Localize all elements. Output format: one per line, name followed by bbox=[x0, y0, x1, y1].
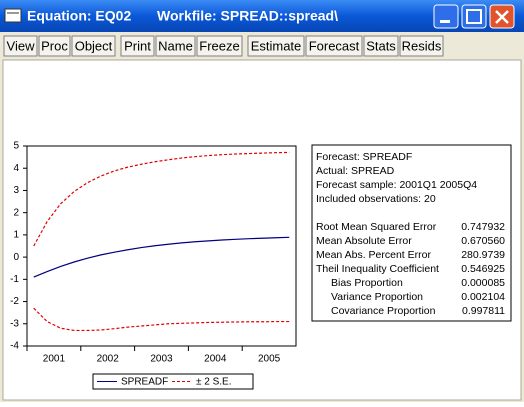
toolbar-button-label: Resids bbox=[402, 38, 442, 53]
stats-value: 0.997811 bbox=[462, 305, 505, 317]
window-icon bbox=[4, 8, 22, 23]
toolbar-button-label: Name bbox=[158, 38, 193, 53]
forecast-stats: Forecast: SPREADF Actual: SPREAD Forecast … bbox=[311, 144, 512, 322]
x-tick-label: 2003 bbox=[150, 354, 173, 365]
stats-label: Variance Proportion bbox=[331, 291, 423, 303]
toolbar-button[interactable] bbox=[38, 35, 71, 57]
y-tick-label: -2 bbox=[10, 296, 19, 307]
stats-header: Forecast sample: 2001Q1 2005Q4 bbox=[316, 179, 477, 191]
y-tick-label: 2 bbox=[13, 207, 19, 218]
toolbar-button-label: Object bbox=[75, 38, 113, 53]
window-title: Equation: EQ02 bbox=[27, 8, 131, 24]
toolbar-button[interactable] bbox=[196, 35, 243, 57]
chart: -4 -3 -2 -1 0 1 2 3 4 5 2001 2002 2003 2004 2005 SPREAD… bbox=[10, 141, 297, 390]
toolbar-button[interactable] bbox=[363, 35, 399, 57]
stats-value: 0.002104 bbox=[461, 291, 505, 303]
minimize-button[interactable] bbox=[433, 4, 459, 29]
y-tick-label: 3 bbox=[13, 185, 19, 196]
series-line bbox=[33, 236, 290, 278]
toolbar: View Proc Object Print Name Freeze Estimate For… bbox=[3, 35, 444, 57]
toolbar-button-label: View bbox=[7, 38, 36, 53]
stats-label: Bias Proportion bbox=[331, 277, 403, 289]
workfile-title: Workfile: SPREAD::spread\ bbox=[157, 8, 338, 24]
x-tick-label: 2002 bbox=[97, 354, 120, 365]
toolbar-button[interactable] bbox=[247, 35, 305, 57]
stats-box bbox=[311, 144, 512, 322]
y-tick-label: 0 bbox=[13, 252, 19, 263]
maximize-button[interactable] bbox=[461, 4, 487, 29]
stats-value: 0.000085 bbox=[461, 277, 505, 289]
stats-label: Covariance Proportion bbox=[331, 305, 436, 317]
stats-value: 0.747932 bbox=[461, 221, 505, 233]
toolbar-button-label: Stats bbox=[366, 38, 396, 53]
stats-header: Actual: SPREAD bbox=[316, 165, 395, 177]
toolbar-button-label: Freeze bbox=[199, 38, 239, 53]
close-icon bbox=[495, 10, 509, 24]
stats-label: Mean Abs. Percent Error bbox=[316, 249, 431, 261]
legend-label: ± 2 S.E. bbox=[196, 377, 232, 388]
maximize-icon bbox=[466, 9, 482, 24]
series-line bbox=[33, 151, 290, 247]
stats-label: Theil Inequality Coefficient bbox=[316, 263, 439, 275]
toolbar-button[interactable] bbox=[399, 35, 444, 57]
toolbar-button-label: Estimate bbox=[251, 38, 302, 53]
stats-label: Root Mean Squared Error bbox=[316, 221, 437, 233]
toolbar-button-label: Print bbox=[124, 38, 151, 53]
toolbar-button-label: Forecast bbox=[309, 38, 360, 53]
minimize-icon bbox=[440, 20, 450, 23]
stats-value: 0.546925 bbox=[461, 263, 505, 275]
stats-value: 0.670560 bbox=[461, 235, 505, 247]
x-tick-label: 2001 bbox=[43, 354, 66, 365]
y-tick-label: -1 bbox=[10, 274, 19, 285]
stats-value: 280.9739 bbox=[461, 249, 505, 261]
y-tick-label: 4 bbox=[13, 163, 19, 174]
y-tick-label: 1 bbox=[13, 230, 19, 241]
window-controls bbox=[433, 4, 515, 29]
stats-header: Forecast: SPREADF bbox=[316, 151, 412, 163]
series-line-lower bbox=[33, 307, 290, 332]
x-tick-label: 2004 bbox=[204, 354, 227, 365]
y-tick-label: 5 bbox=[13, 141, 19, 152]
y-tick-label: -4 bbox=[10, 341, 19, 352]
legend-label: SPREADF bbox=[121, 377, 168, 388]
toolbar-button[interactable] bbox=[120, 35, 155, 57]
y-tick-label: -3 bbox=[10, 318, 19, 329]
toolbar-button[interactable] bbox=[71, 35, 116, 57]
plot-area bbox=[26, 145, 297, 347]
toolbar-button-label: Proc bbox=[41, 38, 68, 53]
stats-label: Mean Absolute Error bbox=[316, 235, 412, 247]
toolbar-button[interactable] bbox=[305, 35, 363, 57]
x-tick-label: 2005 bbox=[258, 354, 281, 365]
toolbar-button[interactable] bbox=[3, 35, 38, 57]
toolbar-button[interactable] bbox=[155, 35, 196, 57]
stats-header: Included observations: 20 bbox=[316, 193, 436, 205]
